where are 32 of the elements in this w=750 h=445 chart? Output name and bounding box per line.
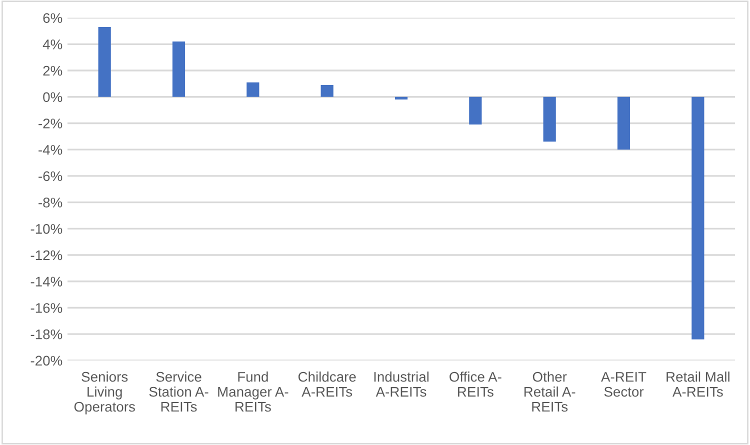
y-tick-label: -16% — [30, 303, 62, 313]
y-tick-label: -18% — [30, 329, 62, 340]
y-tick-label: -14% — [30, 276, 62, 286]
x-tick-label: Fund Manager A-REITs — [218, 372, 288, 412]
y-tick-label: 0% — [43, 92, 62, 102]
bar — [172, 42, 186, 97]
y-tick-label: -20% — [30, 356, 62, 366]
x-tick-label: Childcare A-REITs — [298, 372, 356, 397]
bar — [320, 85, 334, 97]
bar — [617, 96, 630, 150]
y-tick-label: 6% — [43, 13, 62, 23]
bar — [469, 96, 482, 125]
x-tick-label: A-REIT Sector — [601, 372, 646, 397]
y-tick-label: -8% — [38, 198, 62, 208]
x-tick-label: Service Station A-REITs — [149, 372, 208, 412]
x-tick-label: Retail Mall A-REITs — [666, 372, 730, 397]
y-tick-label: 4% — [42, 40, 62, 50]
bar — [543, 96, 556, 142]
x-tick-label: Other Retail A-REITs — [524, 372, 576, 412]
bar — [394, 96, 408, 100]
y-tick-label: -12% — [30, 250, 62, 260]
x-tick-label: Seniors Living Operators — [74, 372, 135, 414]
y-tick-label: -2% — [38, 118, 62, 128]
bar — [246, 82, 260, 97]
bar — [98, 27, 111, 97]
y-tick-label: -6% — [38, 171, 62, 182]
x-tick-label: Industrial A-REITs — [374, 372, 428, 397]
x-tick-label: Office A-REITs — [450, 372, 502, 397]
y-tick-label: -10% — [30, 224, 62, 234]
bar — [692, 96, 704, 340]
y-tick-label: 2% — [43, 66, 62, 76]
y-tick-label: -4% — [38, 144, 62, 155]
